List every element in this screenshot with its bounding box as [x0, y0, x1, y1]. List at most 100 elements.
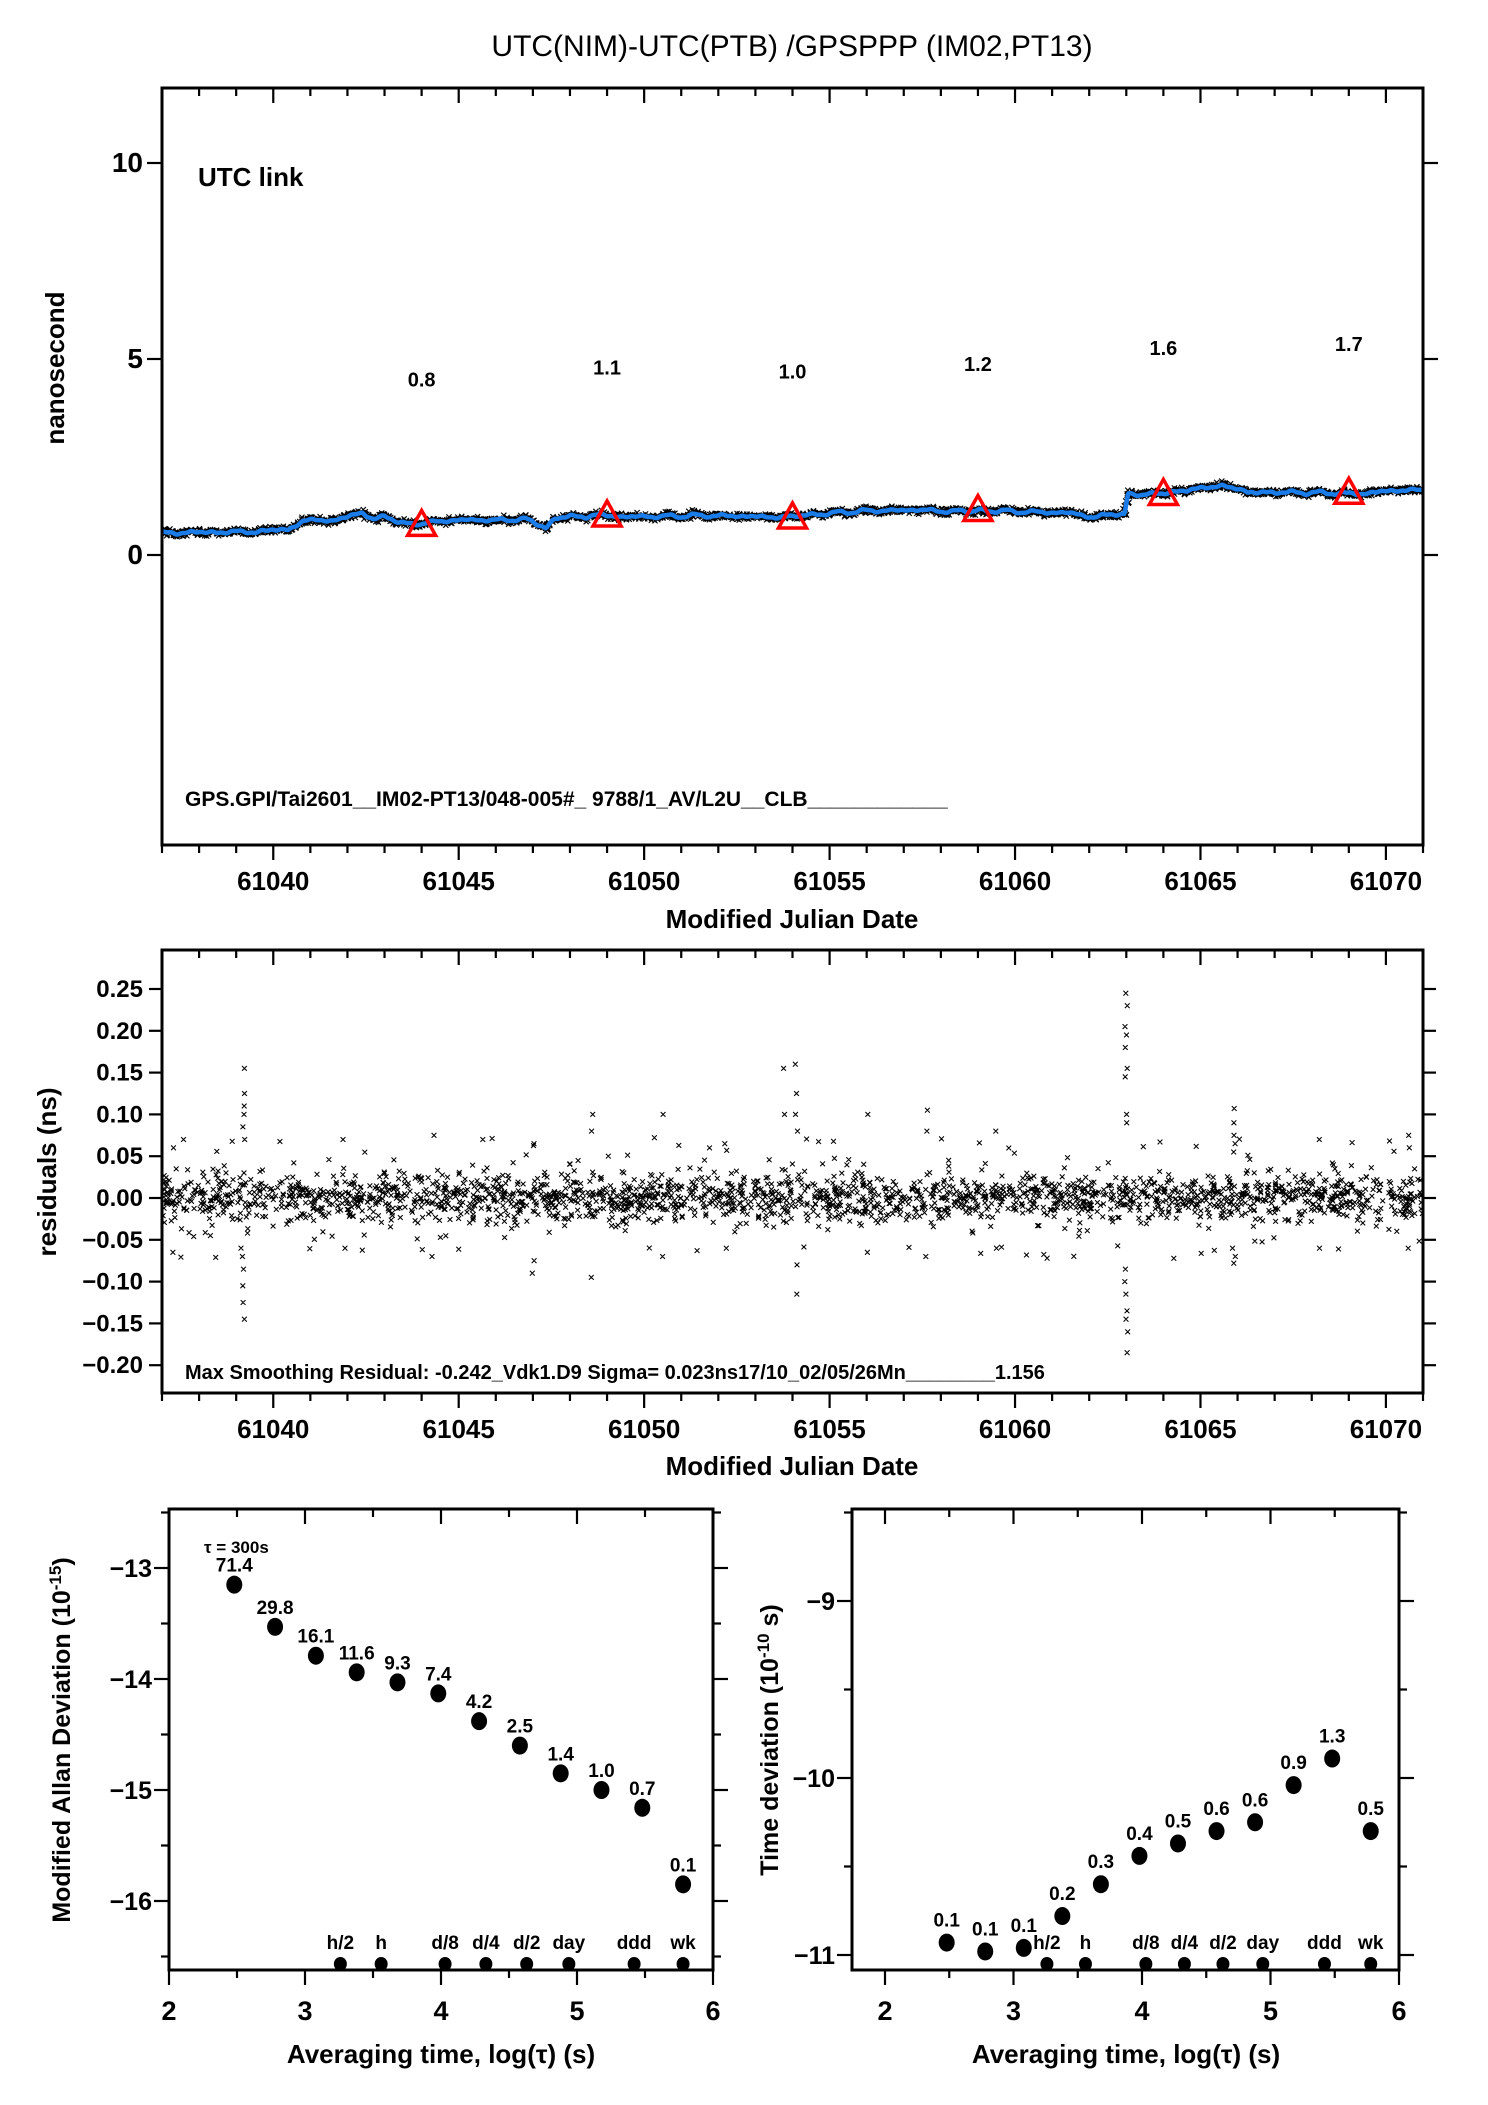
y-tick-label: 10: [112, 147, 143, 178]
tdev-point-label: 1.3: [1319, 1727, 1345, 1748]
mdev-point: [471, 1712, 488, 1731]
tdev-point-label: 0.4: [1126, 1824, 1153, 1845]
mdev-point: [389, 1673, 406, 1692]
calibration-triangle: [1331, 474, 1366, 506]
y-tick-label: 0.05: [96, 1143, 143, 1170]
residuals-y-axis-title: residuals (ns): [32, 1087, 62, 1256]
time-marker-dot: [676, 1957, 690, 1971]
time-marker-label: wk: [1357, 1933, 1384, 1954]
time-marker-label: h/2: [327, 1933, 354, 1954]
tdev-point-label: 0.5: [1165, 1811, 1192, 1832]
y-tick-label: −0.15: [82, 1310, 143, 1337]
x-tick-label: 3: [1006, 1996, 1021, 2026]
time-marker-dot: [479, 1957, 493, 1971]
time-marker-label: d/4: [1171, 1933, 1199, 1954]
mdev-point: [634, 1798, 651, 1817]
y-tick-label: 0: [127, 539, 143, 570]
residuals-stats-label: Max Smoothing Residual: -0.242_Vdk1.D9 S…: [185, 1362, 1045, 1384]
figure-title: UTC(NIM)-UTC(PTB) /GPSPPP (IM02,PT13): [491, 30, 1092, 63]
x-tick-label: 61055: [793, 866, 865, 896]
y-tick-label: −15: [110, 1777, 153, 1805]
y-tick-label: 0.00: [96, 1185, 143, 1212]
frame: [160, 86, 1425, 847]
time-marker-dot: [1139, 1957, 1153, 1971]
tdev-point-label: 0.1: [1011, 1916, 1038, 1937]
time-marker-dot: [1040, 1957, 1054, 1971]
x-tick-label: 61065: [1164, 1414, 1236, 1444]
mdev-y-axis-title: Modified Allan Deviation (10-15): [46, 1557, 76, 1922]
calibration-triangle: [404, 506, 439, 538]
calibration-value-label: 1.1: [593, 358, 621, 380]
x-tick-label: 61050: [608, 1414, 680, 1444]
tdev-point: [1015, 1938, 1032, 1957]
mdev-point-label: 1.0: [588, 1761, 614, 1782]
tdev-point-label: 0.1: [972, 1919, 999, 1940]
time-marker-label: wk: [669, 1933, 696, 1954]
x-tick-label: 61060: [979, 1414, 1051, 1444]
x-tick-label: 2: [161, 1996, 176, 2026]
x-tick-label: 61055: [793, 1414, 865, 1444]
time-marker-dot: [1256, 1957, 1270, 1971]
x-tick-label: 2: [877, 1996, 892, 2026]
y-tick-label: −11: [794, 1942, 835, 1970]
y-tick-label: 5: [127, 343, 143, 374]
calibration-triangle: [1146, 475, 1181, 507]
y-tick-label: 0.15: [96, 1060, 143, 1087]
y-tick-label: −10: [793, 1765, 835, 1793]
time-marker-dot: [438, 1957, 452, 1971]
y-tick-label: −14: [110, 1666, 153, 1694]
x-tick-label: 61070: [1350, 866, 1422, 896]
time-marker-label: day: [552, 1933, 585, 1954]
calibration-value-label: 1.2: [964, 354, 992, 376]
calibration-value-label: 1.0: [779, 362, 807, 384]
data-curve: [163, 482, 1422, 537]
mdev-point-label: 16.1: [297, 1627, 334, 1648]
y-tick-label: 0.20: [96, 1018, 143, 1045]
tdev-y-axis-title: Time deviation (10-10 s): [754, 1604, 784, 1875]
tdev-point: [1131, 1846, 1148, 1865]
calibration-value-label: 1.6: [1149, 338, 1177, 360]
x-tick-label: 61045: [423, 1414, 495, 1444]
mdev-point: [348, 1663, 365, 1682]
mdev-point-label: 11.6: [339, 1643, 375, 1664]
mdev-y-axis-title-close: ): [48, 1557, 76, 1565]
calibration-value-label: 1.7: [1335, 334, 1363, 356]
y-tick-label: −0.05: [82, 1227, 143, 1254]
x-tick-label: 3: [297, 1996, 312, 2026]
mdev-point: [226, 1575, 243, 1594]
mdev-point-label: 0.1: [670, 1855, 697, 1876]
tdev-point: [977, 1942, 994, 1961]
time-marker-dot: [1364, 1957, 1378, 1971]
time-marker-label: d/2: [513, 1933, 540, 1954]
time-marker-label: ddd: [617, 1933, 652, 1954]
time-marker-label: d/2: [1209, 1933, 1236, 1954]
time-marker-label: day: [1246, 1933, 1279, 1954]
tdev-point-label: 0.5: [1358, 1799, 1385, 1820]
mdev-point-label: 1.4: [547, 1744, 574, 1765]
mdev-point-label: 0.7: [629, 1779, 655, 1800]
tdev-point: [1362, 1822, 1379, 1841]
time-marker-label: d/8: [431, 1933, 458, 1954]
frame: [160, 948, 1425, 1395]
y-tick-label: −9: [806, 1588, 835, 1616]
tdev-point: [1054, 1907, 1071, 1926]
x-tick-label: 61040: [237, 1414, 309, 1444]
mdev-point-label: 9.3: [384, 1653, 410, 1674]
time-marker-dot: [374, 1957, 388, 1971]
y-tick-label: 0.10: [96, 1101, 143, 1128]
x-tick-label: 6: [705, 1996, 720, 2026]
tdev-y-axis-title-main: Time deviation (10: [756, 1658, 784, 1876]
tdev-point: [1092, 1875, 1109, 1894]
tdev-point-label: 0.2: [1049, 1884, 1075, 1905]
time-marker-label: ddd: [1307, 1933, 1342, 1954]
x-tick-label: 5: [569, 1996, 584, 2026]
utc-link-label: UTC link: [198, 162, 304, 192]
tdev-x-axis-title: Averaging time, log(τ) (s): [972, 2039, 1280, 2069]
time-marker-dot: [1216, 1957, 1230, 1971]
mdev-tau-note: τ = 300s: [204, 1538, 269, 1557]
x-tick-label: 4: [1134, 1996, 1149, 2026]
time-marker-label: h: [1080, 1933, 1092, 1954]
mdev-point-label: 71.4: [216, 1556, 253, 1577]
